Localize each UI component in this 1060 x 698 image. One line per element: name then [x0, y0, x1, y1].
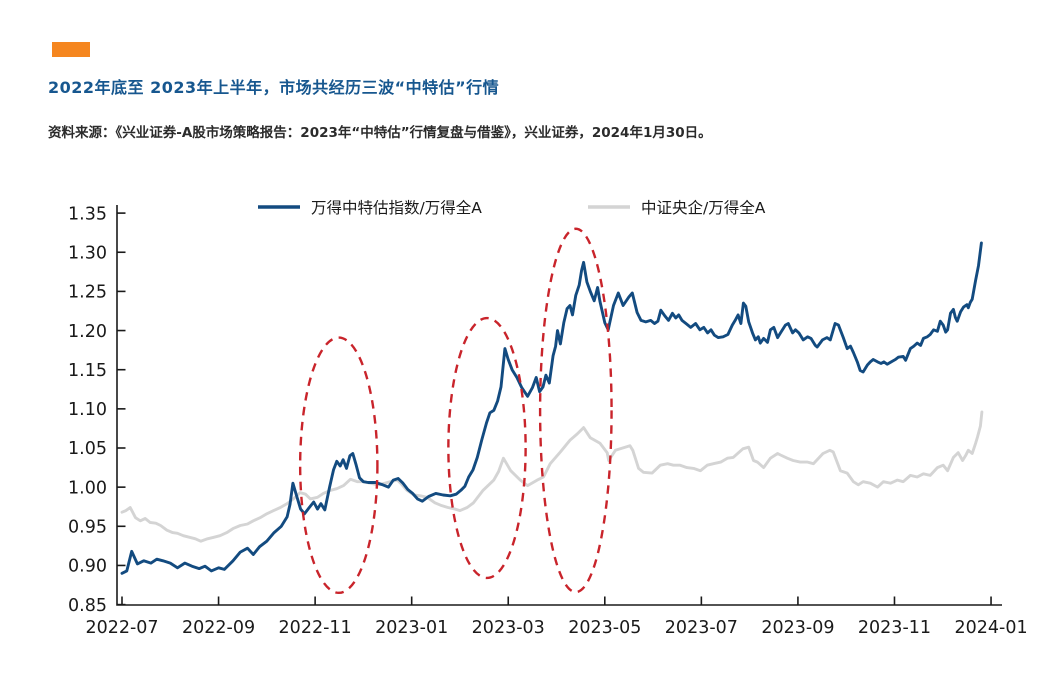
y-axis-tick-label: 1.30	[68, 243, 107, 263]
y-axis-tick-label: 0.90	[68, 557, 107, 577]
y-axis-tick-label: 1.15	[68, 361, 107, 381]
legend-label-0: 万得中特估指数/万得全A	[311, 199, 482, 217]
x-axis-tick-label: 2023-11	[858, 618, 931, 638]
x-axis-tick-label: 2023-07	[665, 618, 738, 638]
x-axis-tick-label: 2022-09	[182, 618, 255, 638]
axes-spines	[116, 205, 1002, 606]
highlight-ellipse-2	[447, 316, 527, 580]
series-line-0	[120, 410, 984, 543]
y-axis-tick-label: 0.95	[68, 518, 107, 538]
x-axis-tick-label: 2023-05	[568, 618, 641, 638]
y-axis-tick-label: 1.00	[68, 478, 107, 498]
x-axis-tick-label: 2022-07	[85, 618, 158, 638]
y-axis-tick-label: 1.20	[68, 322, 107, 342]
x-axis-tick-label: 2024-01	[954, 618, 1027, 638]
y-axis-tick-label: 1.10	[68, 400, 107, 420]
legend-label-1: 中证央企/万得全A	[641, 199, 766, 217]
source-note: 资料来源：《兴业证券-A股市场策略报告：2023年“中特估”行情复盘与借鉴》，兴…	[48, 125, 712, 141]
y-axis-tick-label: 1.05	[68, 439, 107, 459]
accent-bar	[52, 42, 90, 57]
y-axis-tick-label: 1.35	[68, 204, 107, 224]
y-axis-tick-label: 1.25	[68, 283, 107, 303]
highlight-ellipse-3	[538, 227, 613, 594]
x-axis-tick-label: 2022-11	[279, 618, 352, 638]
x-axis-tick-label: 2023-03	[472, 618, 545, 638]
x-axis-tick-label: 2023-09	[761, 618, 834, 638]
x-axis-tick-label: 2023-01	[375, 618, 448, 638]
highlight-ellipse-1	[298, 336, 379, 595]
y-axis-tick-label: 0.85	[68, 596, 107, 616]
chart-title: 2022年底至 2023年上半年，市场共经历三波“中特估”行情	[48, 78, 500, 97]
series-line-1	[120, 241, 983, 575]
